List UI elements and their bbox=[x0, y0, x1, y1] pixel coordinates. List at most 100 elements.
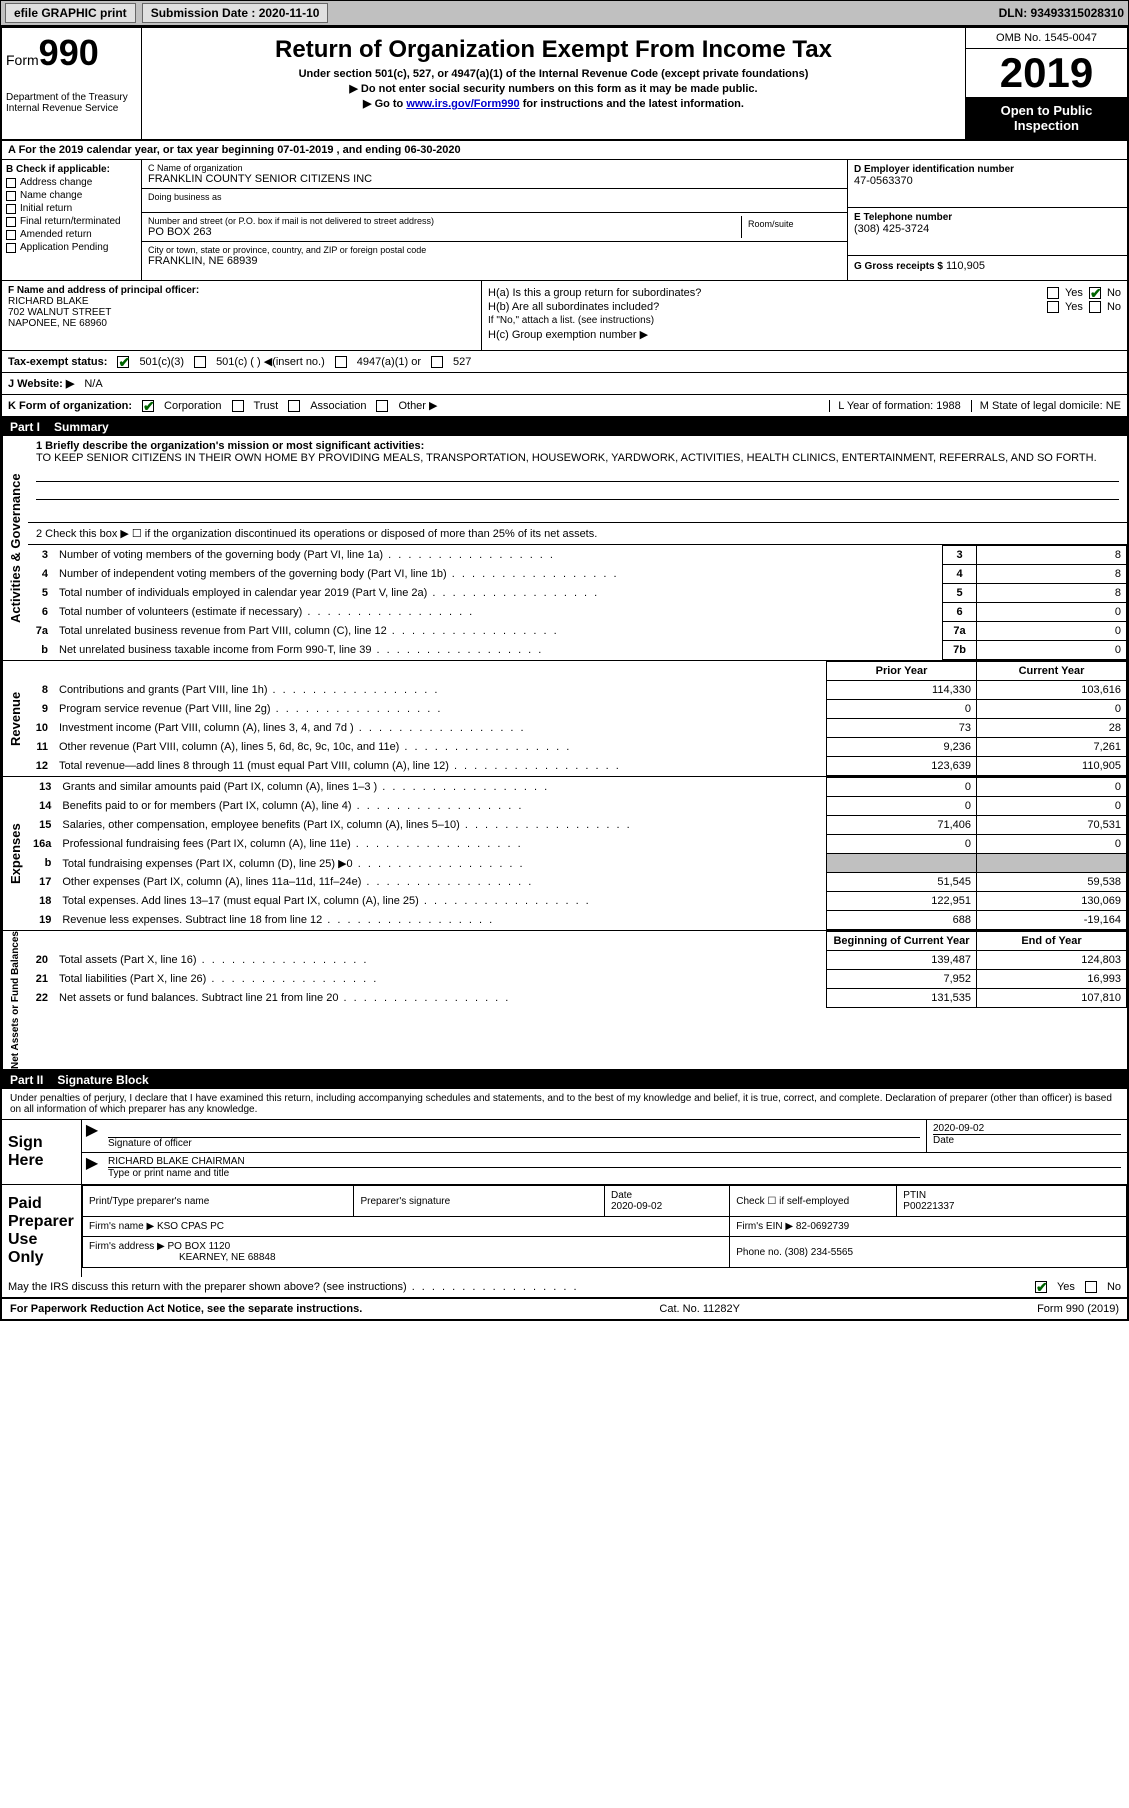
form-title: Return of Organization Exempt From Incom… bbox=[150, 36, 957, 64]
box-c: C Name of organization FRANKLIN COUNTY S… bbox=[142, 160, 847, 280]
dba-label: Doing business as bbox=[148, 192, 841, 202]
instruction-ssn: ▶ Do not enter social security numbers o… bbox=[150, 82, 957, 95]
revenue-table: Prior Year Current Year 8Contributions a… bbox=[28, 661, 1127, 776]
table-header-row: Prior Year Current Year bbox=[28, 662, 1127, 681]
mission-block: 1 Briefly describe the organization's mi… bbox=[28, 436, 1127, 523]
side-label-governance: Activities & Governance bbox=[2, 436, 28, 660]
box-f: F Name and address of principal officer:… bbox=[2, 281, 482, 350]
year-formation: L Year of formation: 1988 bbox=[829, 400, 961, 412]
sign-date: 2020-09-02 bbox=[933, 1123, 1121, 1134]
expenses-table: 13Grants and similar amounts paid (Part … bbox=[28, 777, 1127, 930]
checkbox-checked-icon[interactable] bbox=[142, 400, 154, 412]
dln: DLN: 93493315028310 bbox=[999, 6, 1124, 20]
firm-phone: (308) 234-5565 bbox=[785, 1247, 853, 1258]
checkbox-icon[interactable] bbox=[6, 204, 16, 214]
firm-addr1: PO BOX 1120 bbox=[168, 1241, 231, 1252]
form-number: 990 bbox=[39, 32, 99, 73]
mission-text: TO KEEP SENIOR CITIZENS IN THEIR OWN HOM… bbox=[36, 452, 1119, 464]
part-1-header: Part I Summary bbox=[2, 418, 1127, 436]
table-row: 13Grants and similar amounts paid (Part … bbox=[28, 778, 1127, 797]
checkbox-icon[interactable] bbox=[376, 400, 388, 412]
governance-table: 3Number of voting members of the governi… bbox=[28, 545, 1127, 660]
form-subtitle: Under section 501(c), 527, or 4947(a)(1)… bbox=[150, 68, 957, 80]
table-row: bNet unrelated business taxable income f… bbox=[28, 641, 1127, 660]
prep-date: 2020-09-02 bbox=[611, 1201, 662, 1212]
form-outer: Form990 Department of the Treasury Inter… bbox=[0, 26, 1129, 1321]
form-word: Form bbox=[6, 52, 39, 68]
checkbox-icon[interactable] bbox=[6, 191, 16, 201]
checkbox-icon[interactable] bbox=[335, 356, 347, 368]
paid-preparer-label: Paid Preparer Use Only bbox=[2, 1185, 82, 1277]
city-label: City or town, state or province, country… bbox=[148, 245, 841, 255]
state-domicile: M State of legal domicile: NE bbox=[971, 400, 1121, 412]
checkbox-icon[interactable] bbox=[6, 230, 16, 240]
officer-addr1: 702 WALNUT STREET bbox=[8, 307, 475, 318]
phone-value: (308) 425-3724 bbox=[854, 223, 1121, 235]
ein-value: 47-0563370 bbox=[854, 175, 1121, 187]
website-line: J Website: ▶ N/A bbox=[2, 373, 1127, 395]
tax-year: 2019 bbox=[966, 49, 1127, 97]
table-row: 6Total number of volunteers (estimate if… bbox=[28, 603, 1127, 622]
checkbox-icon[interactable] bbox=[232, 400, 244, 412]
part-2-header: Part II Signature Block bbox=[2, 1071, 1127, 1089]
checkbox-icon[interactable] bbox=[288, 400, 300, 412]
checkbox-checked-icon[interactable] bbox=[1089, 287, 1101, 299]
addr-value: PO BOX 263 bbox=[148, 226, 741, 238]
table-row: 12Total revenue—add lines 8 through 11 (… bbox=[28, 757, 1127, 776]
table-row: 17Other expenses (Part IX, column (A), l… bbox=[28, 873, 1127, 892]
checkbox-checked-icon[interactable] bbox=[117, 356, 129, 368]
officer-name: RICHARD BLAKE bbox=[8, 296, 475, 307]
box-b-label: B Check if applicable: bbox=[6, 164, 137, 175]
gross-label: G Gross receipts $ bbox=[854, 261, 943, 272]
efile-header: efile GRAPHIC print Submission Date : 20… bbox=[0, 0, 1129, 26]
table-row: 15Salaries, other compensation, employee… bbox=[28, 816, 1127, 835]
net-assets-table: Beginning of Current Year End of Year 20… bbox=[28, 931, 1127, 1008]
dept-treasury: Department of the Treasury bbox=[6, 92, 137, 103]
table-row: 18Total expenses. Add lines 13–17 (must … bbox=[28, 892, 1127, 911]
table-row: 16aProfessional fundraising fees (Part I… bbox=[28, 835, 1127, 854]
form-title-block: Return of Organization Exempt From Incom… bbox=[142, 28, 965, 139]
irs-label: Internal Revenue Service bbox=[6, 103, 137, 114]
irs-link[interactable]: www.irs.gov/Form990 bbox=[406, 98, 519, 110]
arrow-icon: ▶ bbox=[82, 1153, 102, 1182]
efile-label: efile GRAPHIC print bbox=[5, 3, 136, 23]
room-label: Room/suite bbox=[748, 219, 835, 229]
arrow-icon: ▶ bbox=[82, 1120, 102, 1152]
paperwork-notice: For Paperwork Reduction Act Notice, see … bbox=[10, 1303, 362, 1315]
table-row: 22Net assets or fund balances. Subtract … bbox=[28, 989, 1127, 1008]
org-name-label: C Name of organization bbox=[148, 163, 841, 173]
perjury-statement: Under penalties of perjury, I declare th… bbox=[2, 1089, 1127, 1119]
table-row: 3Number of voting members of the governi… bbox=[28, 546, 1127, 565]
checkbox-icon[interactable] bbox=[6, 243, 16, 253]
checkbox-icon[interactable] bbox=[1047, 287, 1059, 299]
checkbox-icon[interactable] bbox=[1089, 301, 1101, 313]
open-public: Open to Public Inspection bbox=[966, 97, 1127, 139]
firm-ein: 82-0692739 bbox=[796, 1221, 849, 1232]
checkbox-icon[interactable] bbox=[1047, 301, 1059, 313]
checkbox-icon[interactable] bbox=[194, 356, 206, 368]
checkbox-icon[interactable] bbox=[6, 217, 16, 227]
preparer-table: Print/Type preparer's name Preparer's si… bbox=[82, 1185, 1127, 1268]
addr-label: Number and street (or P.O. box if mail i… bbox=[148, 216, 741, 226]
checkbox-checked-icon[interactable] bbox=[1035, 1281, 1047, 1293]
checkbox-icon[interactable] bbox=[6, 178, 16, 188]
table-row: 5Total number of individuals employed in… bbox=[28, 584, 1127, 603]
line-k: K Form of organization: Corporation Trus… bbox=[2, 395, 1127, 418]
instruction-link: ▶ Go to www.irs.gov/Form990 for instruct… bbox=[150, 97, 957, 110]
table-row: 4Number of independent voting members of… bbox=[28, 565, 1127, 584]
sign-here-label: Sign Here bbox=[2, 1120, 82, 1184]
website-value: N/A bbox=[84, 378, 102, 390]
phone-label: E Telephone number bbox=[854, 212, 1121, 223]
form-version: Form 990 (2019) bbox=[1037, 1303, 1119, 1315]
table-row: bTotal fundraising expenses (Part IX, co… bbox=[28, 854, 1127, 873]
checkbox-icon[interactable] bbox=[1085, 1281, 1097, 1293]
submission-date: Submission Date : 2020-11-10 bbox=[142, 3, 329, 23]
gross-value: 110,905 bbox=[946, 260, 985, 272]
expenses-section: Expenses 13Grants and similar amounts pa… bbox=[2, 777, 1127, 931]
side-label-expenses: Expenses bbox=[2, 777, 28, 930]
table-row: 21Total liabilities (Part X, line 26)7,9… bbox=[28, 970, 1127, 989]
section-b-through-g: B Check if applicable: Address change Na… bbox=[2, 160, 1127, 281]
checkbox-icon[interactable] bbox=[431, 356, 443, 368]
section-f-h: F Name and address of principal officer:… bbox=[2, 281, 1127, 351]
firm-name: KSO CPAS PC bbox=[157, 1221, 224, 1232]
